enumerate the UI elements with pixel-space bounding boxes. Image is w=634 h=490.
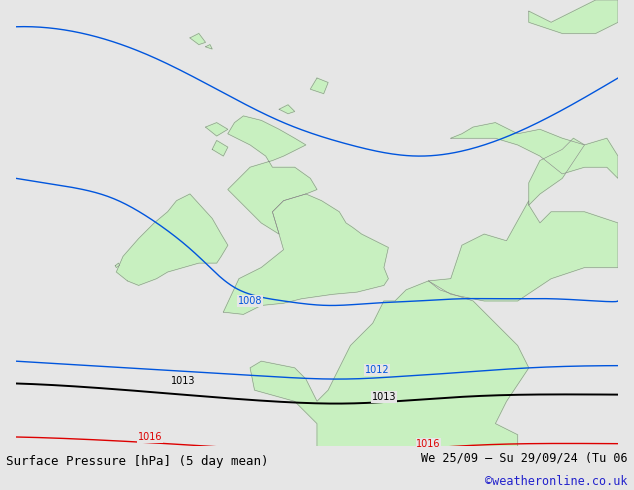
Polygon shape <box>250 281 529 464</box>
Polygon shape <box>205 122 228 136</box>
Polygon shape <box>310 78 328 94</box>
Polygon shape <box>205 45 212 49</box>
Polygon shape <box>429 201 618 301</box>
Text: 1016: 1016 <box>138 432 162 442</box>
Polygon shape <box>279 105 295 114</box>
Polygon shape <box>190 33 205 45</box>
Polygon shape <box>117 194 228 285</box>
Polygon shape <box>451 122 618 178</box>
Polygon shape <box>529 0 618 33</box>
Polygon shape <box>223 194 389 315</box>
Polygon shape <box>529 138 585 205</box>
Text: We 25/09 – Su 29/09/24 (Tu 06: We 25/09 – Su 29/09/24 (Tu 06 <box>421 452 628 465</box>
Text: 1016: 1016 <box>417 439 441 449</box>
Text: Surface Pressure [hPa] (5 day mean): Surface Pressure [hPa] (5 day mean) <box>6 455 269 468</box>
Polygon shape <box>212 141 228 156</box>
Text: 1012: 1012 <box>365 365 389 375</box>
Polygon shape <box>115 263 120 268</box>
Text: 1013: 1013 <box>372 392 396 402</box>
Polygon shape <box>139 450 429 490</box>
Text: 1008: 1008 <box>238 296 262 306</box>
Text: 1013: 1013 <box>171 376 195 386</box>
Polygon shape <box>228 116 317 234</box>
Text: ©weatheronline.co.uk: ©weatheronline.co.uk <box>485 475 628 488</box>
